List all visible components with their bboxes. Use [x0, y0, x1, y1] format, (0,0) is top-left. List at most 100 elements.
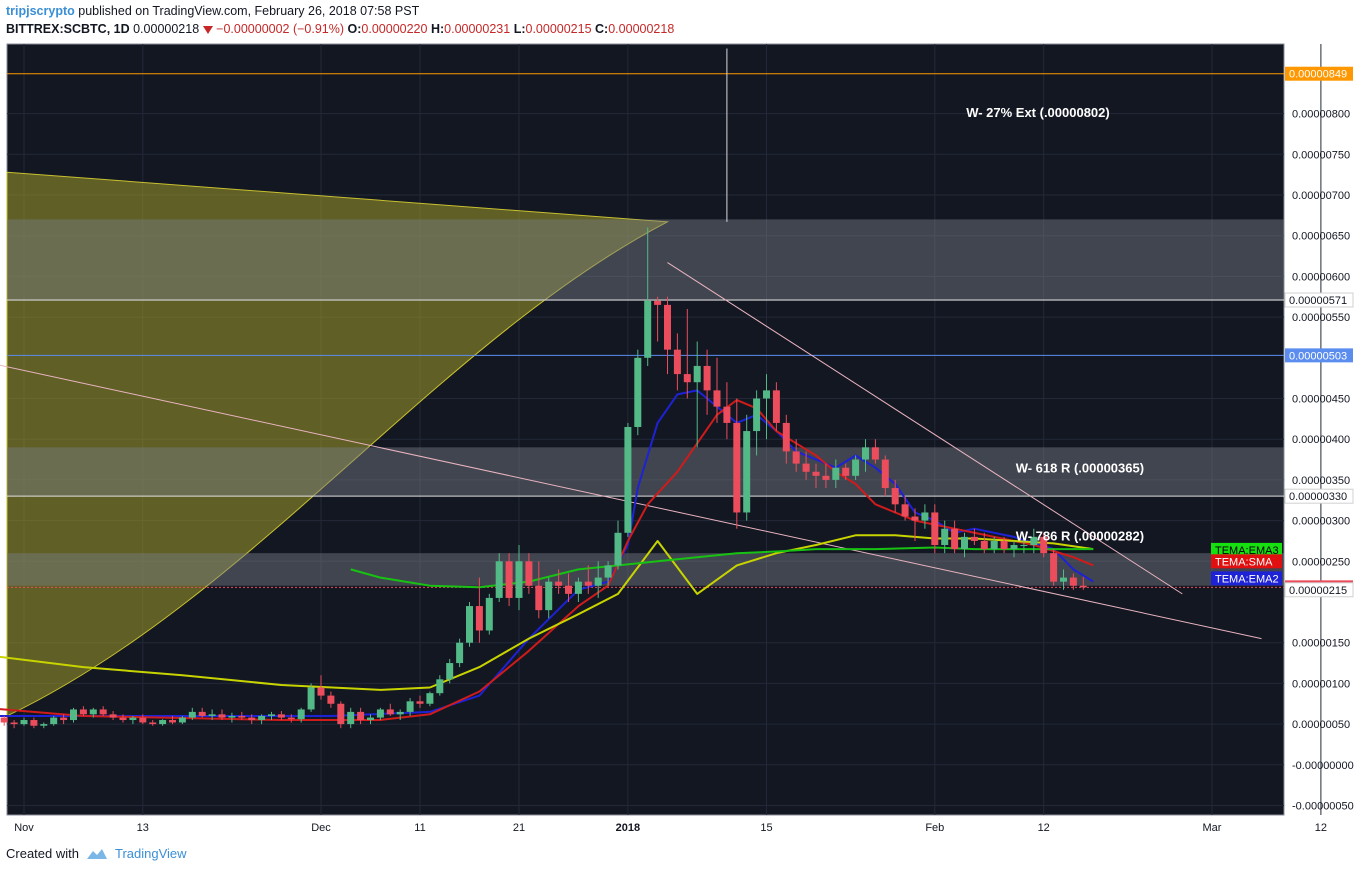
- candle-body[interactable]: [545, 581, 553, 611]
- candle-body[interactable]: [30, 720, 38, 726]
- candle-body[interactable]: [970, 536, 978, 541]
- candle-body[interactable]: [248, 717, 256, 721]
- candle-body[interactable]: [277, 714, 285, 718]
- candle-body[interactable]: [852, 459, 860, 476]
- candle-body[interactable]: [485, 597, 493, 631]
- candle-body[interactable]: [555, 581, 563, 586]
- legend-badge[interactable]: [1211, 554, 1282, 569]
- candle-body[interactable]: [376, 709, 384, 718]
- candle-body[interactable]: [129, 717, 137, 721]
- candle-body[interactable]: [634, 357, 642, 427]
- candle-body[interactable]: [208, 714, 216, 716]
- candle-body[interactable]: [406, 701, 414, 712]
- candle-body[interactable]: [990, 540, 998, 550]
- candle-body[interactable]: [109, 714, 117, 718]
- candle-body[interactable]: [198, 711, 206, 716]
- candle-body[interactable]: [782, 422, 790, 452]
- candle-body[interactable]: [159, 720, 167, 725]
- annotation-label[interactable]: W- 27% Ext (.00000802): [966, 105, 1110, 120]
- tradingview-link[interactable]: TradingView: [114, 846, 187, 861]
- candle-body[interactable]: [1020, 545, 1028, 547]
- candle-body[interactable]: [624, 426, 632, 533]
- candle-body[interactable]: [802, 463, 810, 472]
- candle-body[interactable]: [367, 717, 374, 721]
- candle-body[interactable]: [871, 447, 879, 460]
- candle-body[interactable]: [901, 504, 909, 517]
- candle-body[interactable]: [713, 390, 721, 407]
- candle-body[interactable]: [614, 532, 622, 566]
- candle-body[interactable]: [693, 365, 701, 383]
- legend-badge[interactable]: [1211, 571, 1282, 586]
- candle-body[interactable]: [1060, 577, 1067, 582]
- candle-body[interactable]: [703, 365, 711, 391]
- candle-body[interactable]: [792, 451, 800, 464]
- candle-body[interactable]: [961, 536, 968, 550]
- candle-body[interactable]: [79, 709, 87, 715]
- candle-body[interactable]: [446, 663, 454, 680]
- candle-body[interactable]: [268, 714, 275, 716]
- candle-body[interactable]: [10, 722, 18, 725]
- annotation-label[interactable]: W- 618 R (.00000365): [1016, 461, 1144, 476]
- trend-line[interactable]: [667, 262, 1183, 595]
- candle-body[interactable]: [763, 390, 770, 399]
- candle-body[interactable]: [188, 711, 196, 718]
- candle-body[interactable]: [594, 577, 602, 586]
- candle-body[interactable]: [317, 687, 325, 696]
- candle-body[interactable]: [1069, 577, 1077, 586]
- candle-body[interactable]: [891, 488, 899, 505]
- candle-body[interactable]: [980, 540, 988, 550]
- candle-body[interactable]: [436, 679, 444, 694]
- candle-body[interactable]: [119, 717, 127, 721]
- author-link[interactable]: tripjscrypto: [6, 4, 75, 18]
- candle-body[interactable]: [822, 475, 830, 480]
- candle-body[interactable]: [149, 722, 157, 725]
- candle-body[interactable]: [584, 581, 592, 586]
- candle-body[interactable]: [604, 565, 612, 578]
- candle-body[interactable]: [881, 459, 889, 489]
- candle-body[interactable]: [1050, 553, 1058, 582]
- candle-body[interactable]: [0, 717, 8, 723]
- candle-body[interactable]: [40, 724, 48, 726]
- price-zone[interactable]: [7, 219, 1284, 301]
- candle-body[interactable]: [1030, 536, 1038, 546]
- candle-body[interactable]: [644, 300, 652, 358]
- ma-line-ema[interactable]: [350, 546, 1094, 589]
- candle-body[interactable]: [842, 467, 850, 476]
- candle-body[interactable]: [357, 711, 365, 721]
- candle-body[interactable]: [743, 431, 751, 513]
- candle-body[interactable]: [931, 512, 939, 546]
- candle-body[interactable]: [1079, 585, 1087, 588]
- candle-body[interactable]: [862, 447, 869, 460]
- candle-body[interactable]: [1010, 545, 1018, 550]
- candle-body[interactable]: [169, 720, 176, 723]
- candle-body[interactable]: [396, 711, 404, 715]
- price-zone[interactable]: [7, 447, 1284, 497]
- candle-body[interactable]: [565, 585, 572, 594]
- candle-body[interactable]: [218, 714, 226, 718]
- candle-body[interactable]: [475, 606, 483, 631]
- candle-body[interactable]: [327, 695, 335, 704]
- candle-body[interactable]: [683, 374, 691, 383]
- trend-line[interactable]: [0, 362, 1262, 640]
- candle-body[interactable]: [20, 720, 28, 725]
- candle-body[interactable]: [495, 561, 503, 598]
- candle-body[interactable]: [60, 717, 68, 721]
- candle-body[interactable]: [911, 516, 919, 521]
- candle-body[interactable]: [515, 561, 523, 598]
- legend-badge[interactable]: [1211, 542, 1282, 557]
- candle-body[interactable]: [99, 709, 107, 715]
- candle-body[interactable]: [50, 717, 58, 725]
- candle-body[interactable]: [297, 709, 305, 720]
- candle-body[interactable]: [673, 349, 681, 375]
- candle-body[interactable]: [178, 717, 186, 723]
- candle-body[interactable]: [347, 711, 355, 725]
- candle-body[interactable]: [426, 693, 434, 704]
- candle-body[interactable]: [228, 715, 236, 718]
- candle-body[interactable]: [723, 406, 731, 423]
- candle-body[interactable]: [238, 715, 246, 718]
- candle-body[interactable]: [535, 585, 543, 611]
- candle-body[interactable]: [139, 717, 147, 723]
- candle-body[interactable]: [1000, 540, 1008, 550]
- candle-body[interactable]: [664, 304, 671, 350]
